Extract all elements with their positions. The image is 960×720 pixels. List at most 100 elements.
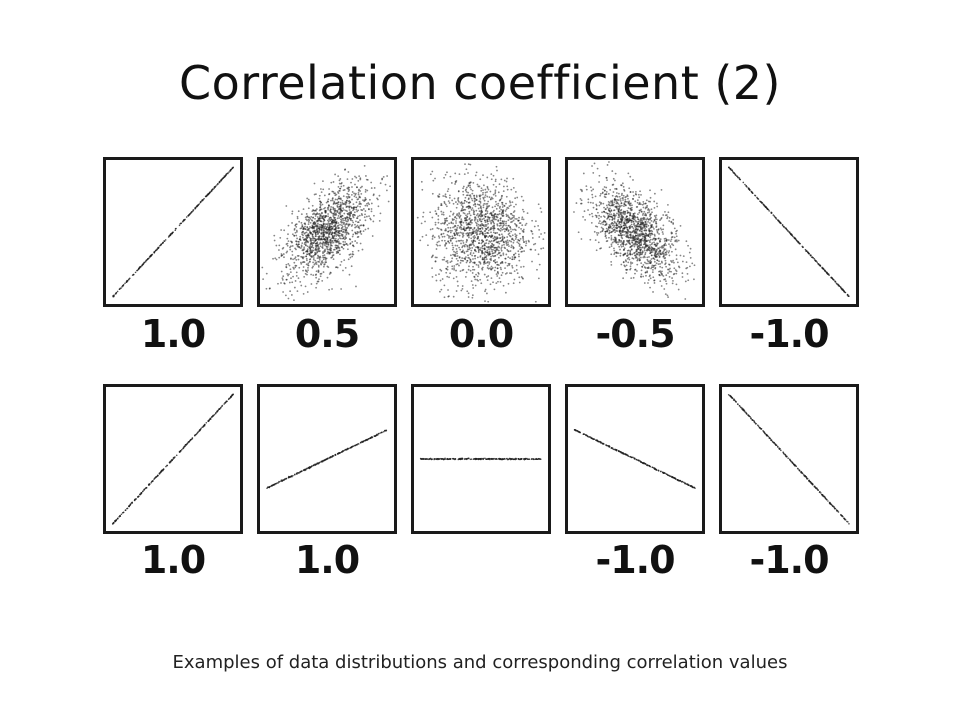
scatter-point xyxy=(486,205,488,208)
scatter-point xyxy=(634,219,637,222)
scatter-point xyxy=(114,292,117,295)
scatter-point xyxy=(476,233,478,236)
scatter-point xyxy=(482,198,485,200)
scatter-point xyxy=(652,291,654,293)
scatter-point xyxy=(693,264,696,267)
scatter-point xyxy=(498,210,501,213)
scatter-point xyxy=(312,230,314,233)
scatter-point xyxy=(348,199,351,202)
scatter-point xyxy=(471,296,474,299)
scatter-point xyxy=(478,214,480,217)
scatter-point xyxy=(489,190,492,193)
scatter-point xyxy=(300,244,303,247)
scatter-point xyxy=(649,241,651,244)
scatter-point xyxy=(479,262,482,265)
scatter-point xyxy=(499,205,501,208)
scatter-point xyxy=(531,260,533,263)
scatter-point xyxy=(658,239,661,242)
scatter-point xyxy=(461,202,464,205)
scatter-point xyxy=(334,173,337,176)
scatter-point xyxy=(639,248,642,251)
scatter-point xyxy=(588,213,591,216)
scatter-point xyxy=(649,189,651,192)
scatter-point xyxy=(343,209,345,211)
scatter-point xyxy=(647,244,649,247)
scatter-point xyxy=(653,215,656,217)
scatter-point xyxy=(640,223,643,226)
scatter-point xyxy=(471,199,474,202)
scatter-point xyxy=(315,213,318,216)
scatter-point xyxy=(231,394,234,397)
scatter-point xyxy=(499,240,502,243)
scatter-point xyxy=(643,247,646,250)
scatter-point xyxy=(623,202,626,204)
scatter-point xyxy=(518,216,520,219)
scatter-point xyxy=(613,249,616,252)
scatter-point xyxy=(162,469,164,471)
scatter-point xyxy=(320,263,323,266)
scatter-point xyxy=(448,194,451,197)
scatter-point xyxy=(618,195,621,198)
scatter-point xyxy=(507,243,510,246)
scatter-point xyxy=(653,237,656,240)
scatter-point xyxy=(286,242,289,245)
scatter-point xyxy=(647,260,649,262)
scatter-point xyxy=(311,266,314,269)
scatter-point xyxy=(518,281,521,284)
scatter-point xyxy=(482,189,484,192)
scatter-point xyxy=(470,197,473,200)
scatter-point xyxy=(312,274,315,277)
scatter-point xyxy=(668,275,671,278)
scatter-point xyxy=(438,273,440,276)
scatter-point xyxy=(612,191,615,193)
scatter-point xyxy=(470,234,473,236)
scatter-point xyxy=(321,217,324,220)
scatter-point xyxy=(329,222,331,225)
scatter-point xyxy=(323,263,326,266)
scatter-point xyxy=(814,259,816,261)
scatter-point xyxy=(604,234,607,237)
scatter-point xyxy=(627,197,629,200)
scatter-point xyxy=(630,231,633,234)
scatter-point xyxy=(322,220,325,223)
scatter-point xyxy=(144,261,147,263)
scatter-point xyxy=(456,203,459,205)
scatter-point xyxy=(460,228,463,231)
scatter-point xyxy=(510,246,513,249)
scatter-point xyxy=(511,238,514,241)
scatter-point xyxy=(305,263,308,266)
scatter-point xyxy=(339,253,341,256)
scatter-point xyxy=(631,226,633,228)
scatter-point xyxy=(627,240,630,243)
scatter-point xyxy=(513,256,516,259)
scatter-point xyxy=(653,282,656,284)
scatter-point xyxy=(306,291,309,293)
scatter-point xyxy=(475,250,477,253)
scatter-point xyxy=(632,216,635,219)
scatter-point xyxy=(228,171,230,173)
scatter-point xyxy=(496,275,499,277)
scatter-point xyxy=(295,229,298,232)
scatter-point xyxy=(653,247,656,250)
scatter-point xyxy=(613,224,616,227)
scatter-point xyxy=(653,219,656,222)
scatter-point xyxy=(331,199,334,202)
scatter-point xyxy=(323,233,326,236)
scatter-point xyxy=(622,245,625,248)
scatter-point xyxy=(369,198,371,201)
scatter-point xyxy=(450,239,452,242)
scatter-point xyxy=(431,276,434,278)
scatter-point xyxy=(338,179,341,182)
scatter-point xyxy=(600,226,603,229)
scatter-point xyxy=(359,231,362,234)
scatter-point xyxy=(666,268,669,271)
scatter-point xyxy=(637,193,640,196)
scatter-point xyxy=(603,206,605,209)
scatter-point xyxy=(291,241,293,244)
scatter-point xyxy=(630,223,633,226)
scatter-point xyxy=(334,228,337,230)
scatter-point xyxy=(320,217,323,220)
scatter-point xyxy=(322,188,325,191)
scatter-point xyxy=(420,222,423,225)
scatter-point xyxy=(327,198,330,201)
